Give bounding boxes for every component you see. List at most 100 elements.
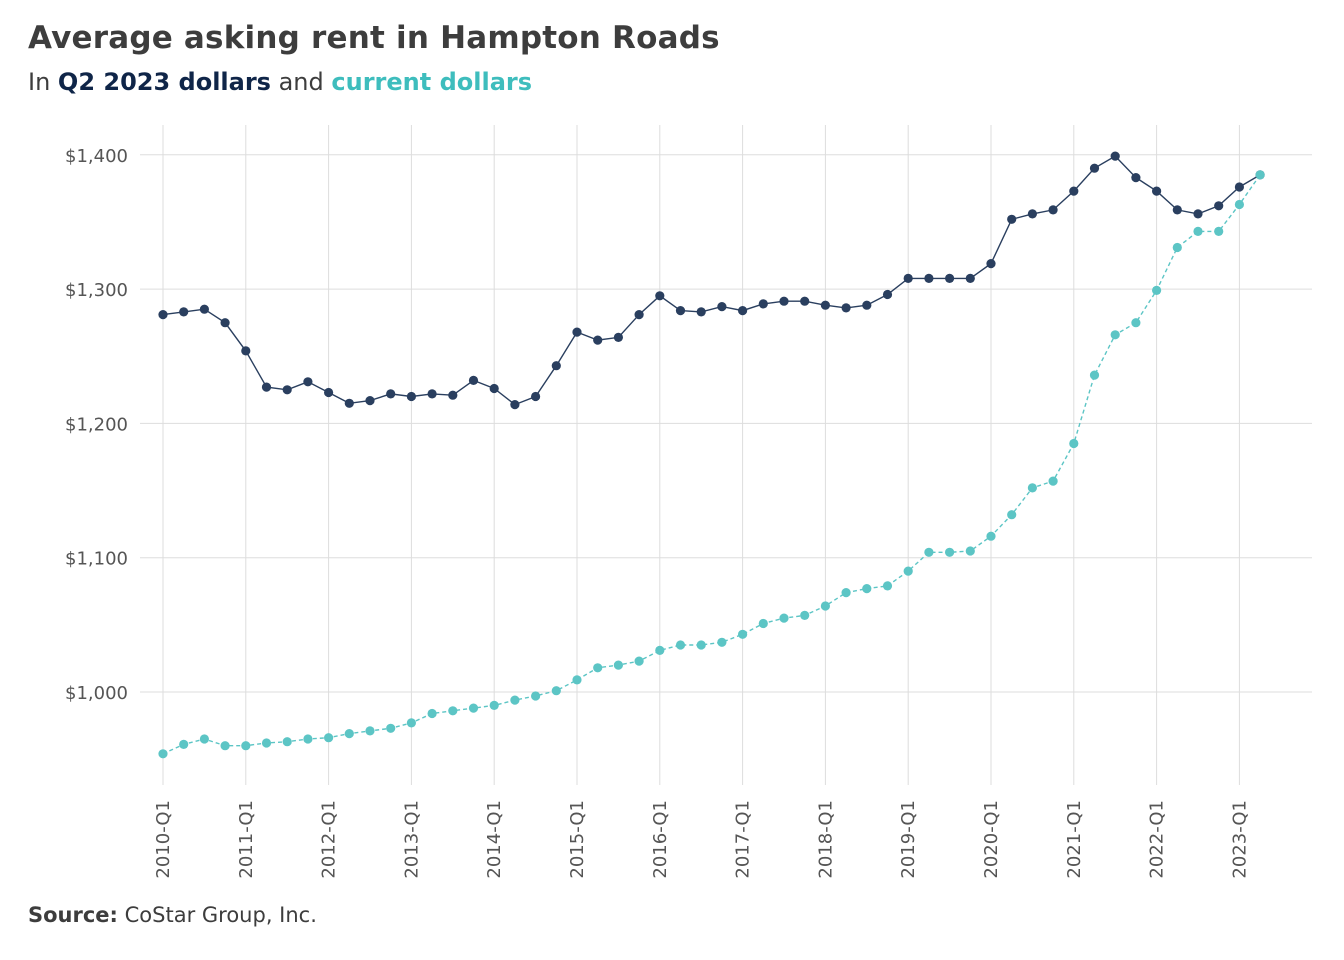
subtitle-prefix: In bbox=[28, 68, 58, 96]
data-point-current-dollars bbox=[1069, 438, 1079, 449]
data-point-real-dollars bbox=[241, 346, 251, 356]
data-point-current-dollars bbox=[344, 729, 354, 739]
data-point-current-dollars bbox=[1172, 242, 1182, 253]
data-point-current-dollars bbox=[965, 546, 975, 556]
data-point-real-dollars bbox=[303, 377, 313, 387]
data-point-real-dollars bbox=[220, 318, 230, 328]
data-point-real-dollars bbox=[634, 310, 644, 320]
data-point-current-dollars bbox=[510, 695, 520, 705]
data-point-real-dollars bbox=[945, 273, 955, 283]
data-point-current-dollars bbox=[882, 581, 893, 591]
data-point-current-dollars bbox=[593, 663, 603, 673]
data-point-current-dollars bbox=[303, 734, 313, 744]
data-point-real-dollars bbox=[158, 310, 168, 320]
data-point-current-dollars bbox=[365, 726, 375, 736]
data-point-real-dollars bbox=[1234, 182, 1244, 192]
data-point-current-dollars bbox=[800, 610, 810, 621]
x-tick-label: 2014-Q1 bbox=[484, 800, 505, 879]
series-line-real-dollars bbox=[162, 155, 1261, 406]
source-text: CoStar Group, Inc. bbox=[117, 903, 317, 927]
data-point-real-dollars bbox=[882, 289, 893, 300]
data-point-current-dollars bbox=[468, 703, 479, 713]
data-point-real-dollars bbox=[344, 398, 354, 408]
x-tick-label: 2023-Q1 bbox=[1229, 800, 1250, 879]
data-point-real-dollars bbox=[1152, 186, 1162, 196]
data-point-real-dollars bbox=[489, 383, 499, 394]
data-point-current-dollars bbox=[1255, 170, 1265, 180]
data-point-real-dollars bbox=[1069, 186, 1079, 196]
data-point-real-dollars bbox=[1110, 151, 1120, 161]
data-point-current-dollars bbox=[613, 660, 624, 670]
x-tick-label: 2018-Q1 bbox=[815, 800, 836, 879]
x-tick-label: 2010-Q1 bbox=[153, 800, 174, 879]
source-note: Source: CoStar Group, Inc. bbox=[28, 903, 317, 927]
data-point-real-dollars bbox=[820, 300, 831, 310]
data-point-current-dollars bbox=[1027, 483, 1037, 493]
data-point-real-dollars bbox=[738, 306, 748, 316]
data-point-real-dollars bbox=[448, 390, 458, 400]
data-point-current-dollars bbox=[448, 706, 458, 716]
data-point-real-dollars bbox=[531, 391, 541, 402]
data-point-current-dollars bbox=[1193, 226, 1203, 236]
data-point-current-dollars bbox=[945, 547, 955, 557]
data-point-current-dollars bbox=[903, 566, 913, 576]
data-point-real-dollars bbox=[427, 389, 437, 399]
data-point-current-dollars bbox=[820, 601, 831, 611]
data-point-current-dollars bbox=[551, 686, 561, 696]
data-point-current-dollars bbox=[1048, 476, 1058, 486]
data-point-real-dollars bbox=[593, 335, 603, 345]
data-point-real-dollars bbox=[1089, 163, 1100, 173]
data-point-current-dollars bbox=[738, 629, 748, 639]
data-point-current-dollars bbox=[655, 645, 665, 656]
data-point-current-dollars bbox=[1131, 318, 1141, 328]
data-point-current-dollars bbox=[924, 547, 934, 557]
data-point-current-dollars bbox=[779, 613, 789, 623]
data-point-current-dollars bbox=[489, 700, 499, 711]
source-label: Source: bbox=[28, 903, 118, 927]
data-point-current-dollars bbox=[717, 637, 727, 647]
data-point-real-dollars bbox=[1193, 209, 1203, 219]
legend-real-dollars: Q2 2023 dollars bbox=[57, 68, 271, 96]
data-point-current-dollars bbox=[1007, 510, 1017, 520]
data-point-real-dollars bbox=[800, 296, 810, 306]
y-tick-label: $1,000 bbox=[65, 683, 128, 704]
data-point-current-dollars bbox=[862, 584, 872, 594]
data-point-real-dollars bbox=[903, 273, 913, 283]
chart-subtitle: In Q2 2023 dollars and current dollars bbox=[28, 68, 532, 96]
data-point-current-dollars bbox=[1089, 370, 1100, 380]
data-point-current-dollars bbox=[220, 741, 230, 751]
data-point-real-dollars bbox=[572, 327, 582, 337]
data-point-current-dollars bbox=[158, 749, 168, 759]
data-point-current-dollars bbox=[675, 640, 686, 650]
data-point-real-dollars bbox=[613, 332, 624, 342]
data-point-real-dollars bbox=[386, 389, 396, 399]
data-point-real-dollars bbox=[758, 299, 768, 309]
data-point-real-dollars bbox=[717, 302, 727, 312]
data-point-current-dollars bbox=[696, 640, 706, 650]
data-point-real-dollars bbox=[1214, 201, 1224, 211]
data-point-real-dollars bbox=[468, 375, 479, 385]
x-tick-label: 2011-Q1 bbox=[236, 800, 257, 879]
series-layer bbox=[158, 151, 1265, 759]
y-tick-label: $1,100 bbox=[65, 549, 128, 570]
legend-current-dollars: current dollars bbox=[331, 68, 533, 96]
data-point-current-dollars bbox=[634, 656, 644, 666]
x-tick-label: 2022-Q1 bbox=[1147, 800, 1168, 879]
data-point-real-dollars bbox=[510, 400, 520, 410]
data-point-real-dollars bbox=[1172, 205, 1182, 215]
data-point-real-dollars bbox=[282, 385, 292, 395]
y-tick-label: $1,300 bbox=[65, 280, 128, 301]
data-point-real-dollars bbox=[365, 396, 375, 406]
data-point-real-dollars bbox=[924, 273, 934, 283]
grid-lines bbox=[140, 125, 1312, 785]
data-point-real-dollars bbox=[179, 307, 189, 317]
data-point-current-dollars bbox=[986, 531, 996, 541]
data-point-real-dollars bbox=[1048, 205, 1058, 215]
data-point-current-dollars bbox=[324, 733, 334, 743]
data-point-real-dollars bbox=[986, 259, 996, 269]
x-tick-label: 2015-Q1 bbox=[567, 800, 588, 879]
data-point-current-dollars bbox=[241, 741, 251, 751]
data-point-real-dollars bbox=[779, 296, 789, 306]
data-point-real-dollars bbox=[965, 273, 975, 283]
data-point-current-dollars bbox=[1152, 285, 1162, 295]
